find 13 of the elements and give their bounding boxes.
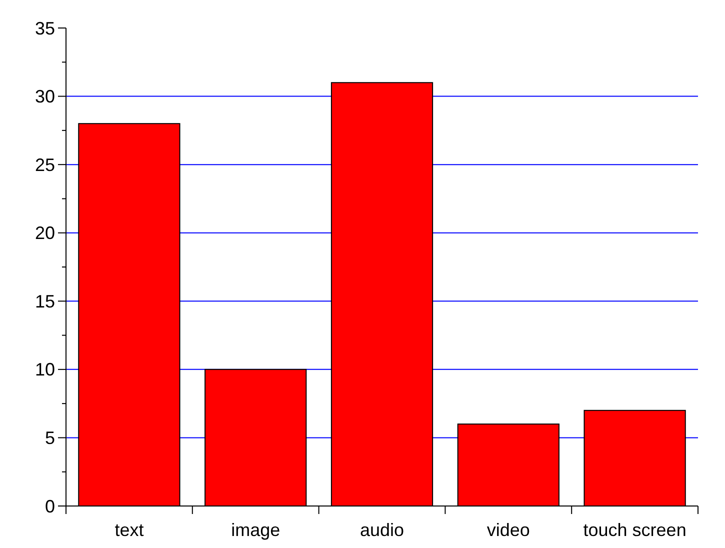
y-tick-label: 5 bbox=[44, 428, 55, 448]
y-tick-label: 0 bbox=[44, 496, 55, 516]
y-tick-label: 15 bbox=[34, 291, 55, 312]
x-tick-label: audio bbox=[360, 520, 404, 540]
y-tick-label: 30 bbox=[34, 86, 55, 107]
y-tick-label: 20 bbox=[34, 223, 55, 244]
y-tick-label: 35 bbox=[34, 18, 55, 38]
x-tick-label: video bbox=[486, 520, 530, 540]
x-tick-label: touch screen bbox=[583, 520, 686, 540]
y-tick-label: 10 bbox=[34, 360, 55, 380]
x-tick-label: image bbox=[231, 520, 280, 540]
y-tick-label: 25 bbox=[34, 154, 55, 175]
x-tick-label: text bbox=[114, 520, 144, 540]
